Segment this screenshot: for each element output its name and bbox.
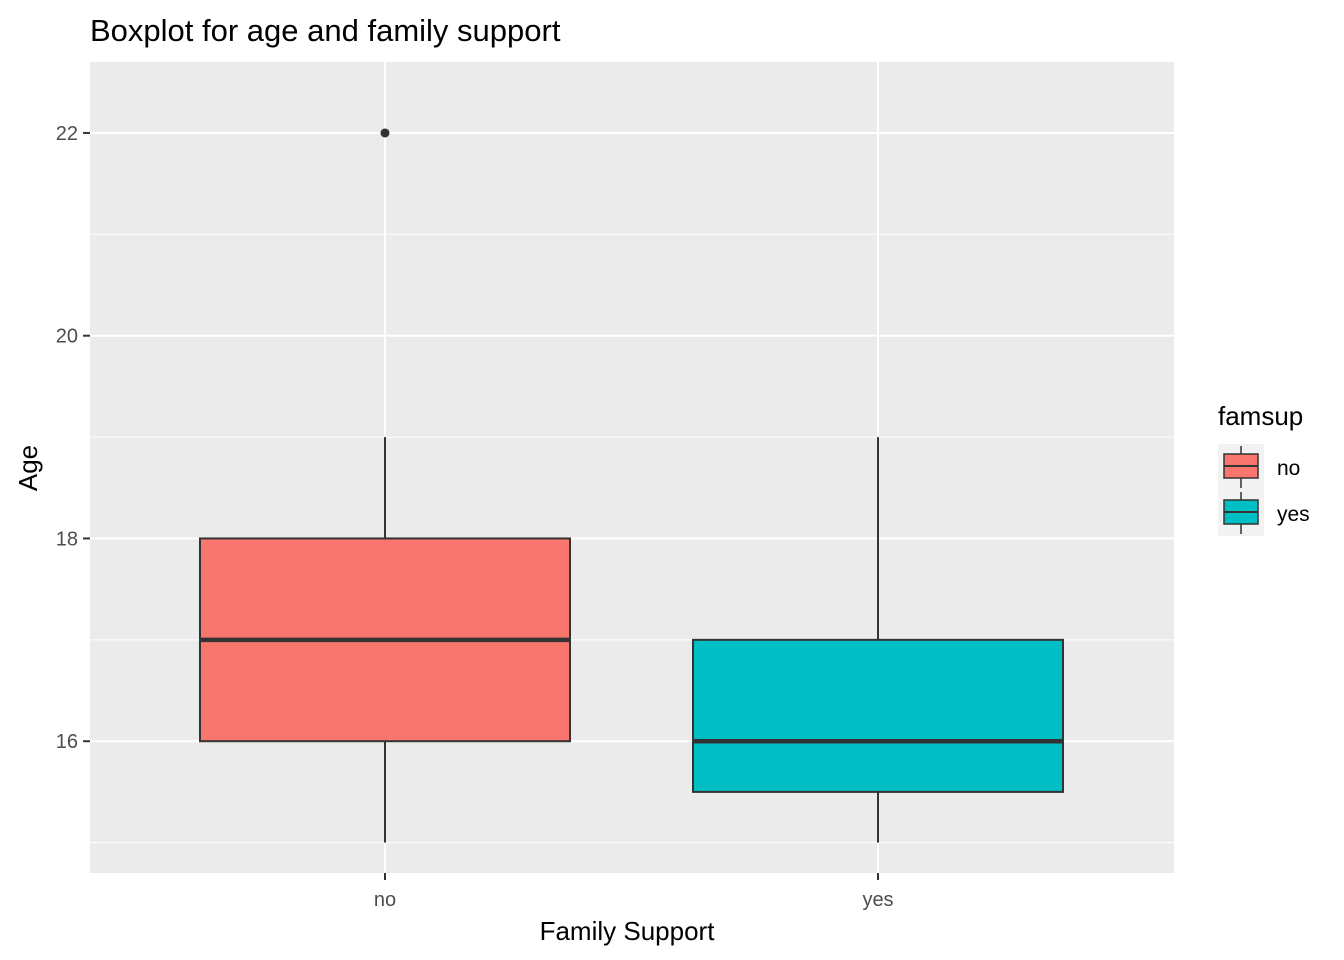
y-tick-label: 18 <box>56 528 78 550</box>
x-tick-label: no <box>374 889 396 911</box>
outlier-point <box>380 128 390 138</box>
box-yes <box>692 437 1064 843</box>
box-iqr <box>692 638 1064 793</box>
legend-entry-no: no <box>1218 444 1300 490</box>
x-axis-title: Family Support <box>540 916 716 946</box>
boxes-layer <box>199 128 1064 843</box>
x-tick-label: yes <box>862 889 893 911</box>
x-axis-ticks: no yes <box>374 873 894 911</box>
y-axis-title: Age <box>13 445 43 491</box>
chart-title: Boxplot for age and family support <box>90 13 561 48</box>
y-tick-label: 22 <box>56 123 78 145</box>
y-axis-ticks: 16 18 20 22 <box>56 123 90 753</box>
legend-label: yes <box>1277 503 1310 526</box>
y-tick-label: 20 <box>56 326 78 348</box>
y-tick-label: 16 <box>56 731 78 753</box>
legend-label: no <box>1277 457 1300 480</box>
legend-title: famsup <box>1218 401 1303 431</box>
box-no <box>199 128 571 843</box>
legend: famsup no yes <box>1218 401 1310 536</box>
legend-entry-yes: yes <box>1218 490 1310 536</box>
